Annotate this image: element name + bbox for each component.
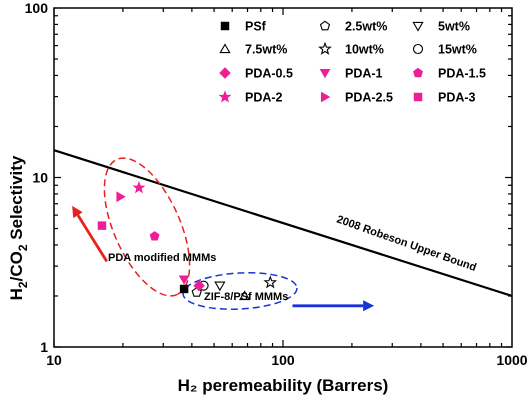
data-point-pda-0-5 (193, 279, 205, 292)
x-axis-label: H₂ peremeability (Barrers) (178, 376, 389, 395)
legend-label-5wt-: 5wt% (438, 20, 470, 34)
legend-label-pda-1-5: PDA-1.5 (438, 67, 486, 81)
legend-label-15wt-: 15wt% (438, 43, 477, 57)
legend-label-psf: PSf (245, 20, 267, 34)
legend-marker-5wt- (412, 21, 424, 32)
legend-label-pda-1: PDA-1 (345, 67, 383, 81)
x-tick-label: 10 (46, 352, 62, 368)
legend-marker-pda-1 (319, 69, 331, 79)
legend-label-2-5wt-: 2.5wt% (345, 20, 387, 34)
data-point-7-5wt- (239, 290, 251, 301)
legend-marker-pda-2-5 (320, 91, 331, 103)
data-point-pda-3 (97, 221, 107, 230)
legend-marker-pda-3 (413, 92, 423, 102)
legend-label-7-5wt-: 7.5wt% (245, 43, 287, 57)
data-point-pda-1-5 (149, 231, 160, 241)
red-arrow-shaft (76, 214, 108, 263)
legend-marker-psf (220, 21, 230, 31)
legend-marker-2-5wt- (319, 20, 331, 31)
annotation-zif8-psf: ZIF-8/PSf MMMs (204, 291, 288, 303)
red-arrow-head (72, 205, 83, 219)
legend-marker-pda-1-5 (413, 67, 423, 78)
legend-marker-10wt- (318, 41, 332, 55)
legend: PSf 2.5wt% 5wt% 7.5wt% 10wt% 15wt% PDA-0.5 PDA-… (218, 20, 486, 105)
upper-bound-label: 2008 Robeson Upper Bound (335, 214, 478, 274)
legend-marker-7-5wt- (219, 43, 231, 54)
blue-arrow-head (363, 300, 375, 312)
legend-label-pda-0-5: PDA-0.5 (245, 67, 293, 81)
data-point-psf (179, 284, 189, 294)
y-tick-label: 10 (32, 170, 48, 186)
data-point-pda-2-5 (116, 191, 126, 203)
legend-label-pda-3: PDA-3 (438, 91, 476, 105)
annotation-pda-modified: PDA modified MMMs (108, 252, 216, 264)
data-point-10wt- (263, 275, 278, 289)
data-point-pda-1 (178, 275, 190, 285)
legend-marker-pda-2 (218, 90, 232, 103)
legend-marker-15wt- (412, 43, 424, 55)
x-tick-label: 100 (271, 352, 295, 368)
legend-label-10wt-: 10wt% (345, 43, 384, 57)
y-axis-label: H2/CO2 Selectivity (7, 155, 30, 300)
legend-label-pda-2-5: PDA-2.5 (345, 91, 393, 105)
upper-bound-line (53, 149, 513, 298)
data-point-pda-2 (132, 180, 146, 194)
data-point-5wt- (214, 281, 226, 292)
legend-label-pda-2: PDA-2 (245, 91, 283, 105)
legend-marker-pda-0-5 (219, 67, 231, 79)
y-tick-label: 1 (40, 339, 48, 355)
y-tick-label: 100 (25, 0, 49, 16)
plot-frame (53, 7, 513, 348)
x-tick-label: 1000 (496, 352, 527, 368)
